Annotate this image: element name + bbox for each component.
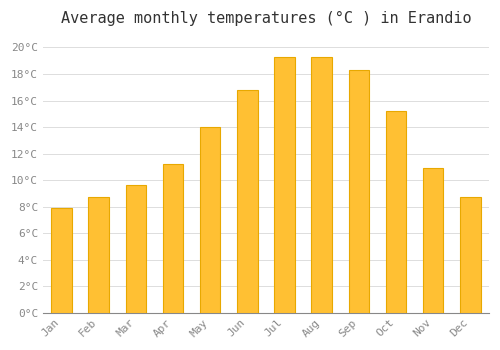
Bar: [126, 186, 146, 313]
Bar: [312, 57, 332, 313]
Bar: [274, 57, 294, 313]
Bar: [52, 208, 72, 313]
Bar: [88, 197, 109, 313]
Bar: [423, 168, 444, 313]
Bar: [237, 90, 258, 313]
Bar: [163, 164, 184, 313]
Title: Average monthly temperatures (°C ) in Erandio: Average monthly temperatures (°C ) in Er…: [60, 11, 471, 26]
Bar: [386, 111, 406, 313]
Bar: [460, 197, 480, 313]
Bar: [348, 70, 369, 313]
Bar: [200, 127, 220, 313]
